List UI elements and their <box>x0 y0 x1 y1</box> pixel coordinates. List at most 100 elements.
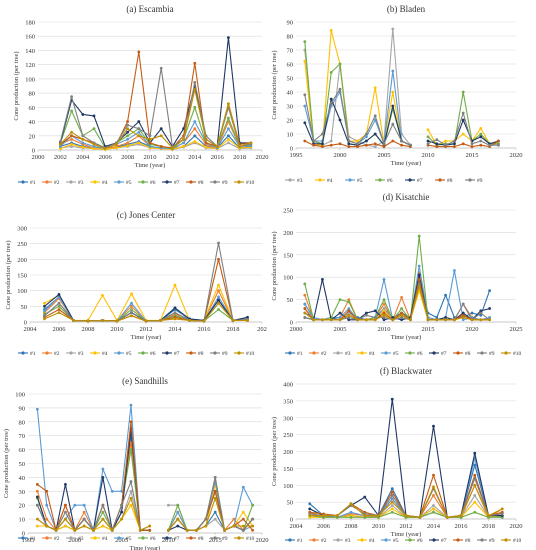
data-point <box>43 304 46 308</box>
x-tick-label: 2010 <box>422 152 435 159</box>
data-point <box>312 139 315 143</box>
x-axis-label: Time (year) <box>391 160 422 167</box>
data-point <box>101 293 104 297</box>
data-point <box>232 524 236 528</box>
data-point <box>390 487 394 491</box>
legend-marker <box>93 536 97 540</box>
legend-marker <box>93 351 97 355</box>
data-point <box>126 144 129 148</box>
data-point <box>373 132 377 136</box>
legend-marker <box>288 538 292 542</box>
data-point <box>86 319 90 323</box>
data-point <box>303 104 307 108</box>
data-point <box>64 524 67 528</box>
data-point <box>35 495 39 499</box>
data-point <box>390 493 394 497</box>
data-point <box>213 496 217 500</box>
data-point <box>461 90 465 94</box>
data-point <box>479 143 483 147</box>
data-point <box>461 132 465 136</box>
data-point <box>479 318 483 322</box>
data-point <box>70 134 73 138</box>
data-point <box>64 482 67 486</box>
data-point <box>356 142 359 146</box>
data-point <box>130 314 133 318</box>
data-point <box>130 292 133 296</box>
legend-label: #6 <box>417 538 423 544</box>
data-point <box>409 143 412 147</box>
x-tick-label: 202 <box>257 326 267 333</box>
data-point <box>426 128 430 132</box>
legend-marker <box>384 351 388 355</box>
legend-marker <box>438 178 442 182</box>
x-tick-label: 2002 <box>54 154 67 161</box>
data-point <box>322 514 325 518</box>
x-tick-label: 2018 <box>233 154 246 161</box>
x-tick-label: 1995 <box>22 537 35 544</box>
legend-marker <box>117 180 121 184</box>
legend-label: #6 <box>387 178 393 184</box>
legend-marker <box>93 180 97 184</box>
data-point <box>391 318 395 322</box>
legend-label: #10 <box>513 351 522 357</box>
legend-label: #3 <box>78 351 84 357</box>
legend-marker <box>213 536 217 540</box>
data-point <box>81 145 85 149</box>
y-tick-label: 250 <box>283 208 293 215</box>
data-point <box>101 517 105 521</box>
data-point <box>251 528 255 532</box>
legend-marker <box>408 538 412 542</box>
y-tick-label: 300 <box>17 226 27 233</box>
x-tick-label: 2020 <box>510 523 523 530</box>
legend-label: #3 <box>297 178 303 184</box>
legend-marker <box>189 351 193 355</box>
data-point <box>426 135 430 139</box>
data-point <box>347 316 351 319</box>
legend-label: #9 <box>222 180 228 186</box>
series-line-1 <box>309 464 503 518</box>
data-point <box>426 139 430 143</box>
data-point <box>217 298 220 302</box>
data-point <box>217 241 220 245</box>
legend-marker <box>312 351 316 355</box>
y-tick-label: 60 <box>19 447 26 454</box>
legend-label: #9 <box>489 351 495 357</box>
data-point <box>43 317 46 321</box>
data-point <box>144 319 148 323</box>
legend-marker <box>408 351 412 355</box>
data-point <box>373 145 377 149</box>
data-point <box>115 319 119 323</box>
legend-marker <box>237 351 241 355</box>
data-point <box>391 316 395 319</box>
data-point <box>227 116 230 120</box>
data-point <box>461 316 465 319</box>
data-point <box>227 127 230 131</box>
data-point <box>400 318 403 322</box>
data-point <box>217 301 220 305</box>
legend-label: #7 <box>441 538 447 544</box>
y-tick-label: 10 <box>287 132 294 139</box>
series-line-10 <box>304 285 490 321</box>
legend-label: #1 <box>30 536 36 542</box>
data-point <box>110 528 114 532</box>
data-point <box>312 318 315 322</box>
data-point <box>176 510 180 514</box>
data-point <box>193 127 197 131</box>
y-tick-label: 140 <box>25 48 35 55</box>
legend-label: #7 <box>417 178 423 184</box>
data-point <box>303 40 307 43</box>
legend-label: #2 <box>321 538 327 544</box>
data-point <box>35 503 39 507</box>
y-tick-label: 0 <box>32 148 35 155</box>
data-point <box>349 502 353 506</box>
data-point <box>461 302 465 306</box>
y-tick-label: 200 <box>17 257 27 264</box>
data-point <box>308 514 312 518</box>
data-point <box>347 311 351 315</box>
data-point <box>365 139 368 143</box>
data-point <box>303 302 307 306</box>
data-point <box>126 141 129 145</box>
data-point <box>126 134 129 138</box>
y-tick-label: 20 <box>19 503 26 510</box>
data-point <box>148 141 152 145</box>
